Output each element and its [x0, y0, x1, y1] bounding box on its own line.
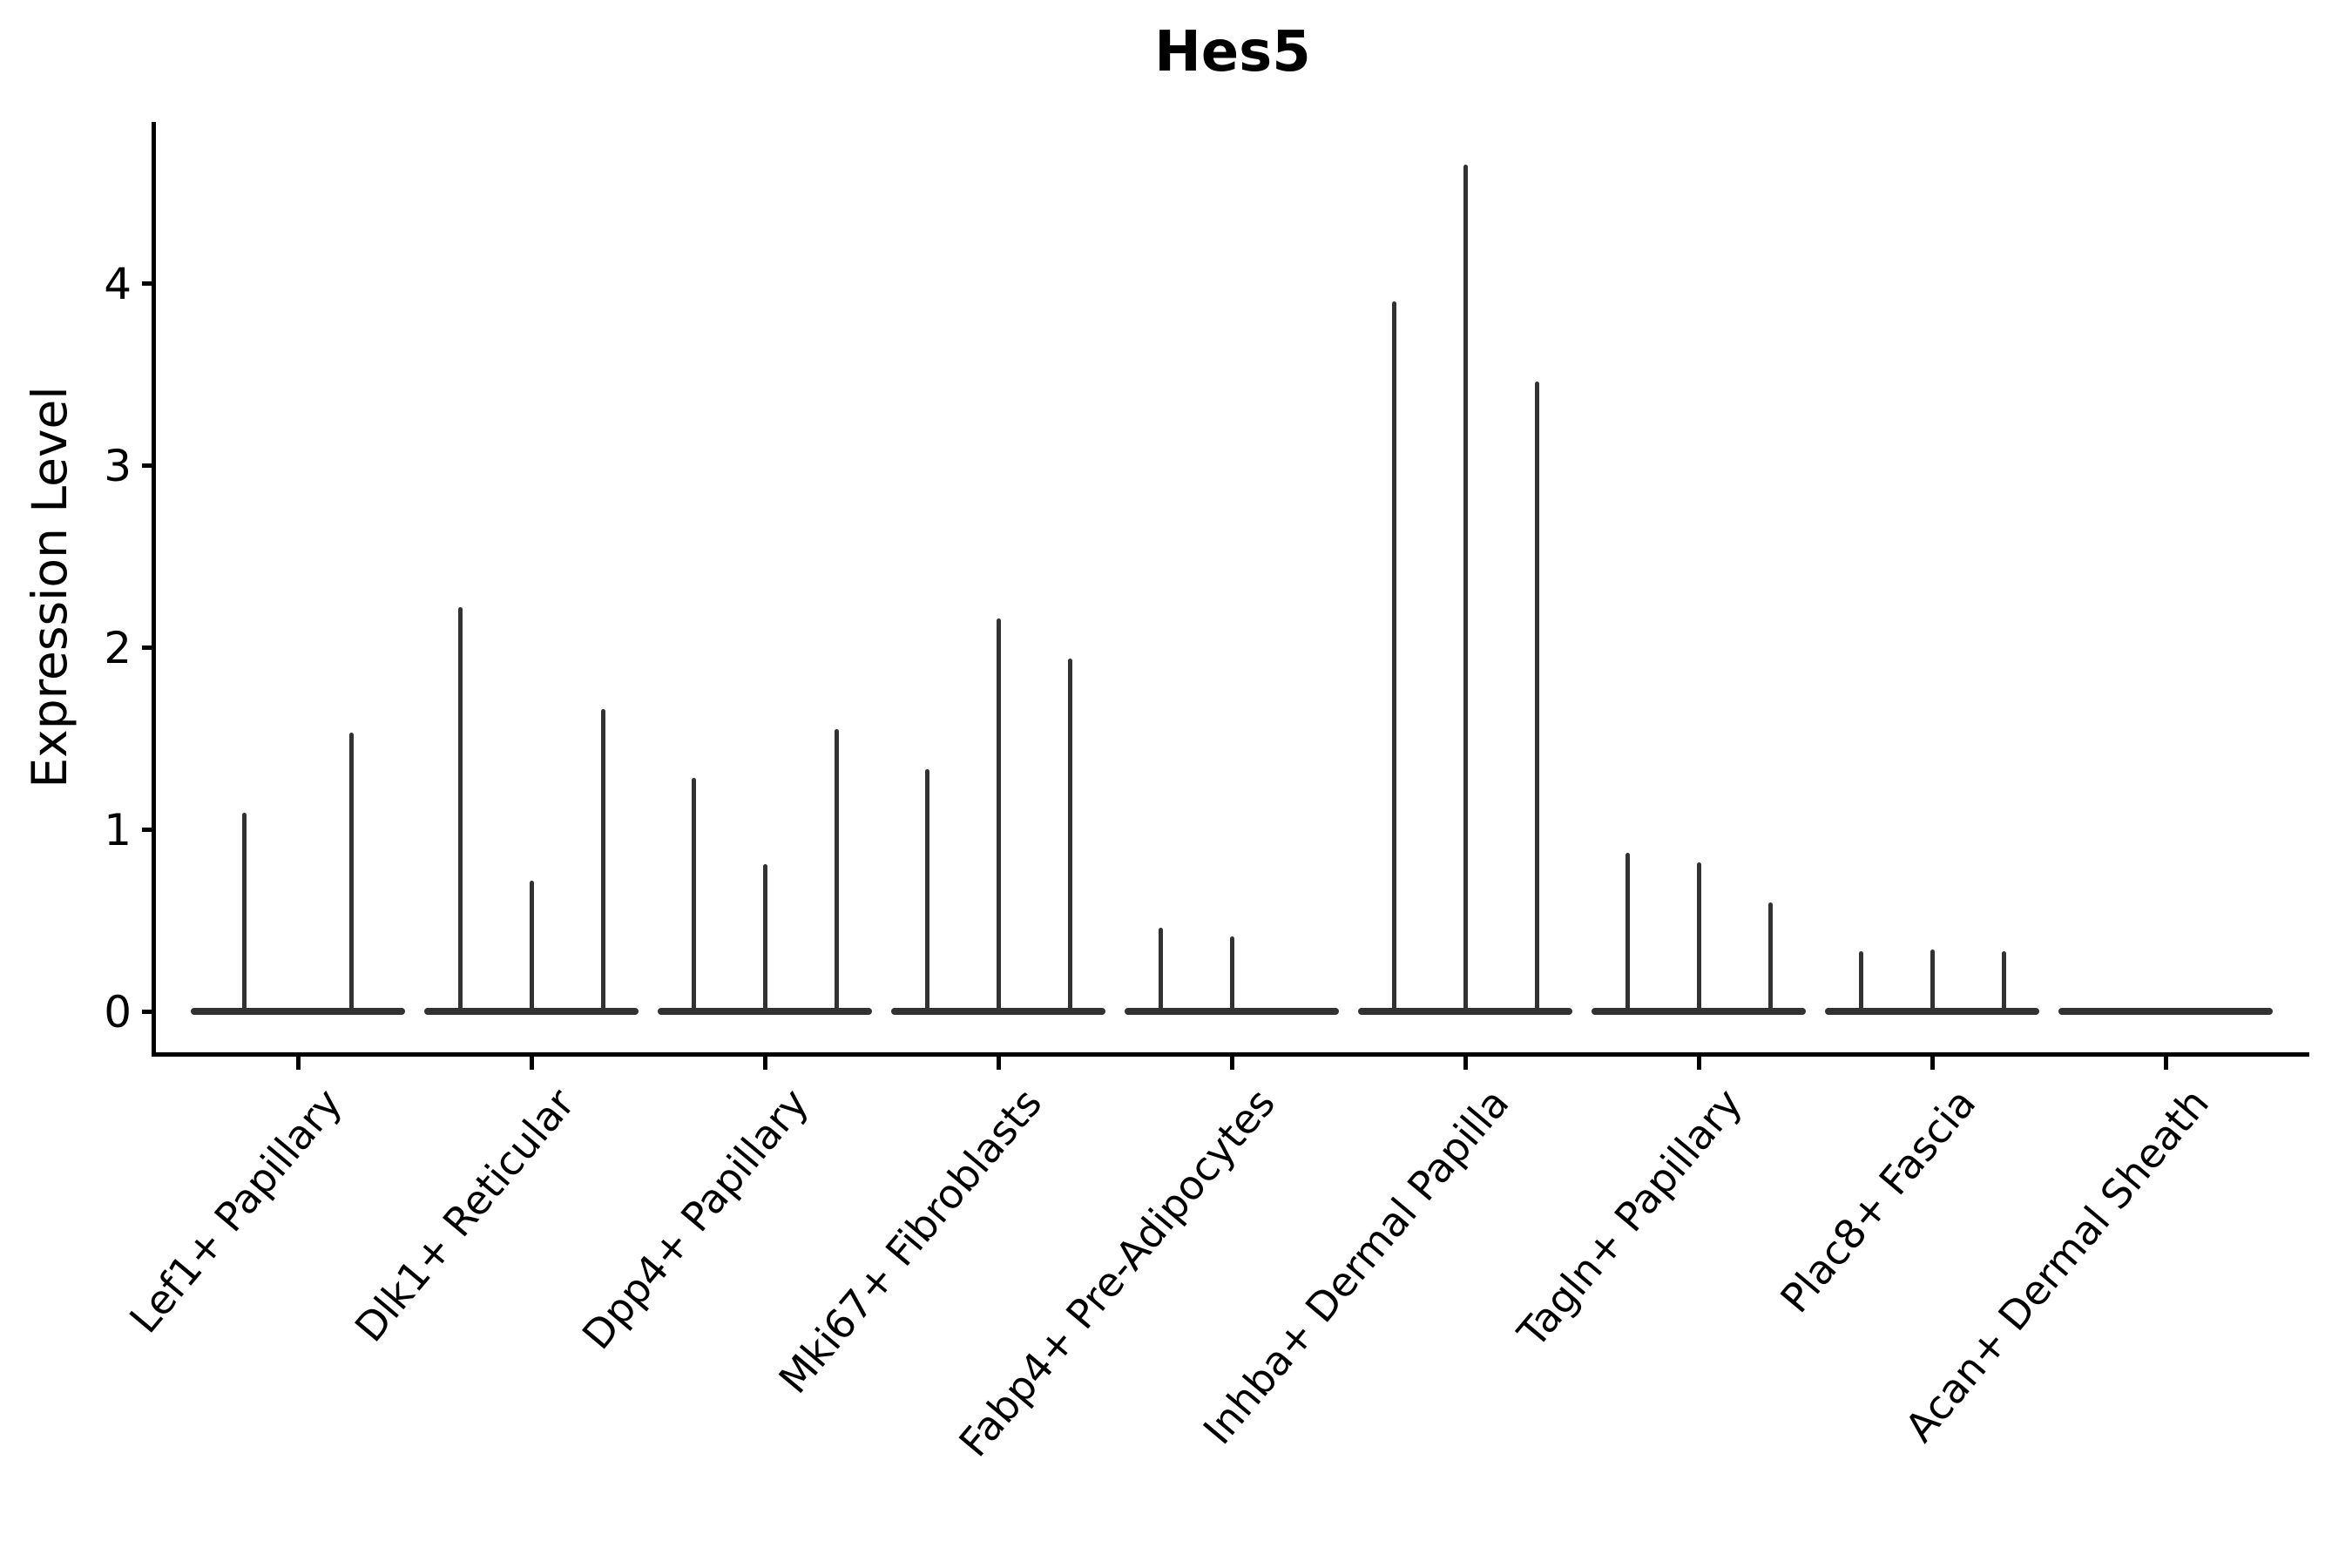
y-tick-mark	[142, 1010, 156, 1014]
x-tick-label: Lef1+ Papillary	[119, 1079, 351, 1342]
x-tick-label: Tagln+ Papillary	[1508, 1079, 1752, 1356]
violin-baseline	[1592, 1008, 1806, 1015]
violin-baseline	[658, 1008, 872, 1015]
y-tick-label: 0	[104, 987, 132, 1037]
violin-baseline	[2058, 1008, 2273, 1015]
violin-spike	[1463, 165, 1468, 1011]
x-tick-mark	[530, 1052, 534, 1070]
x-tick-label: Mki67+ Fibroblasts	[769, 1079, 1051, 1402]
x-tick-mark	[763, 1052, 767, 1070]
x-tick-label: Dlk1+ Reticular	[346, 1079, 585, 1351]
x-tick-mark	[1230, 1052, 1234, 1070]
violin-spike	[242, 813, 247, 1011]
y-tick-mark	[142, 281, 156, 286]
y-tick-mark	[142, 463, 156, 468]
violin-spike	[1534, 381, 1539, 1011]
violin-baseline	[1358, 1008, 1572, 1015]
violin-spike	[1767, 902, 1773, 1011]
chart-title: Hes5	[1154, 20, 1311, 84]
x-tick-mark	[997, 1052, 1001, 1070]
y-tick-label: 4	[104, 259, 132, 309]
violin-spike	[691, 778, 696, 1011]
x-tick-mark	[296, 1052, 301, 1070]
violin-spike	[924, 769, 929, 1011]
x-tick-mark	[1697, 1052, 1701, 1070]
violin-spike	[1696, 862, 1701, 1011]
violin-spike	[762, 863, 767, 1011]
y-tick-label: 2	[104, 623, 132, 673]
violin-spike	[2001, 951, 2006, 1011]
x-tick-label: Dpp4+ Papillary	[572, 1079, 818, 1359]
violin-spike	[834, 729, 839, 1011]
violin-spike	[1930, 949, 1935, 1011]
violin-spike	[1067, 658, 1072, 1011]
violin-spike	[1391, 301, 1396, 1011]
y-tick-label: 3	[104, 441, 132, 491]
x-tick-label: Plac8+ Fascia	[1771, 1079, 1985, 1322]
violin-baseline	[891, 1008, 1105, 1015]
violin-spike	[1158, 927, 1163, 1011]
violin-spike	[996, 618, 1001, 1011]
y-tick-label: 1	[104, 805, 132, 855]
x-tick-mark	[2164, 1052, 2168, 1070]
violin-baseline	[1825, 1008, 2039, 1015]
violin-spike	[1625, 853, 1630, 1011]
x-tick-mark	[1930, 1052, 1935, 1070]
violin-baseline	[191, 1008, 405, 1015]
violin-spike	[1229, 936, 1234, 1011]
violin-spike	[349, 733, 354, 1011]
y-tick-mark	[142, 828, 156, 832]
x-tick-mark	[1463, 1052, 1468, 1070]
violin-spike	[457, 607, 463, 1011]
violin-baseline	[1125, 1008, 1339, 1015]
violin-baseline	[424, 1008, 639, 1015]
y-tick-mark	[142, 645, 156, 650]
violin-spike	[529, 880, 534, 1011]
violin-spike	[600, 709, 605, 1011]
violin-spike	[1858, 951, 1863, 1011]
y-axis-spine	[152, 122, 156, 1057]
